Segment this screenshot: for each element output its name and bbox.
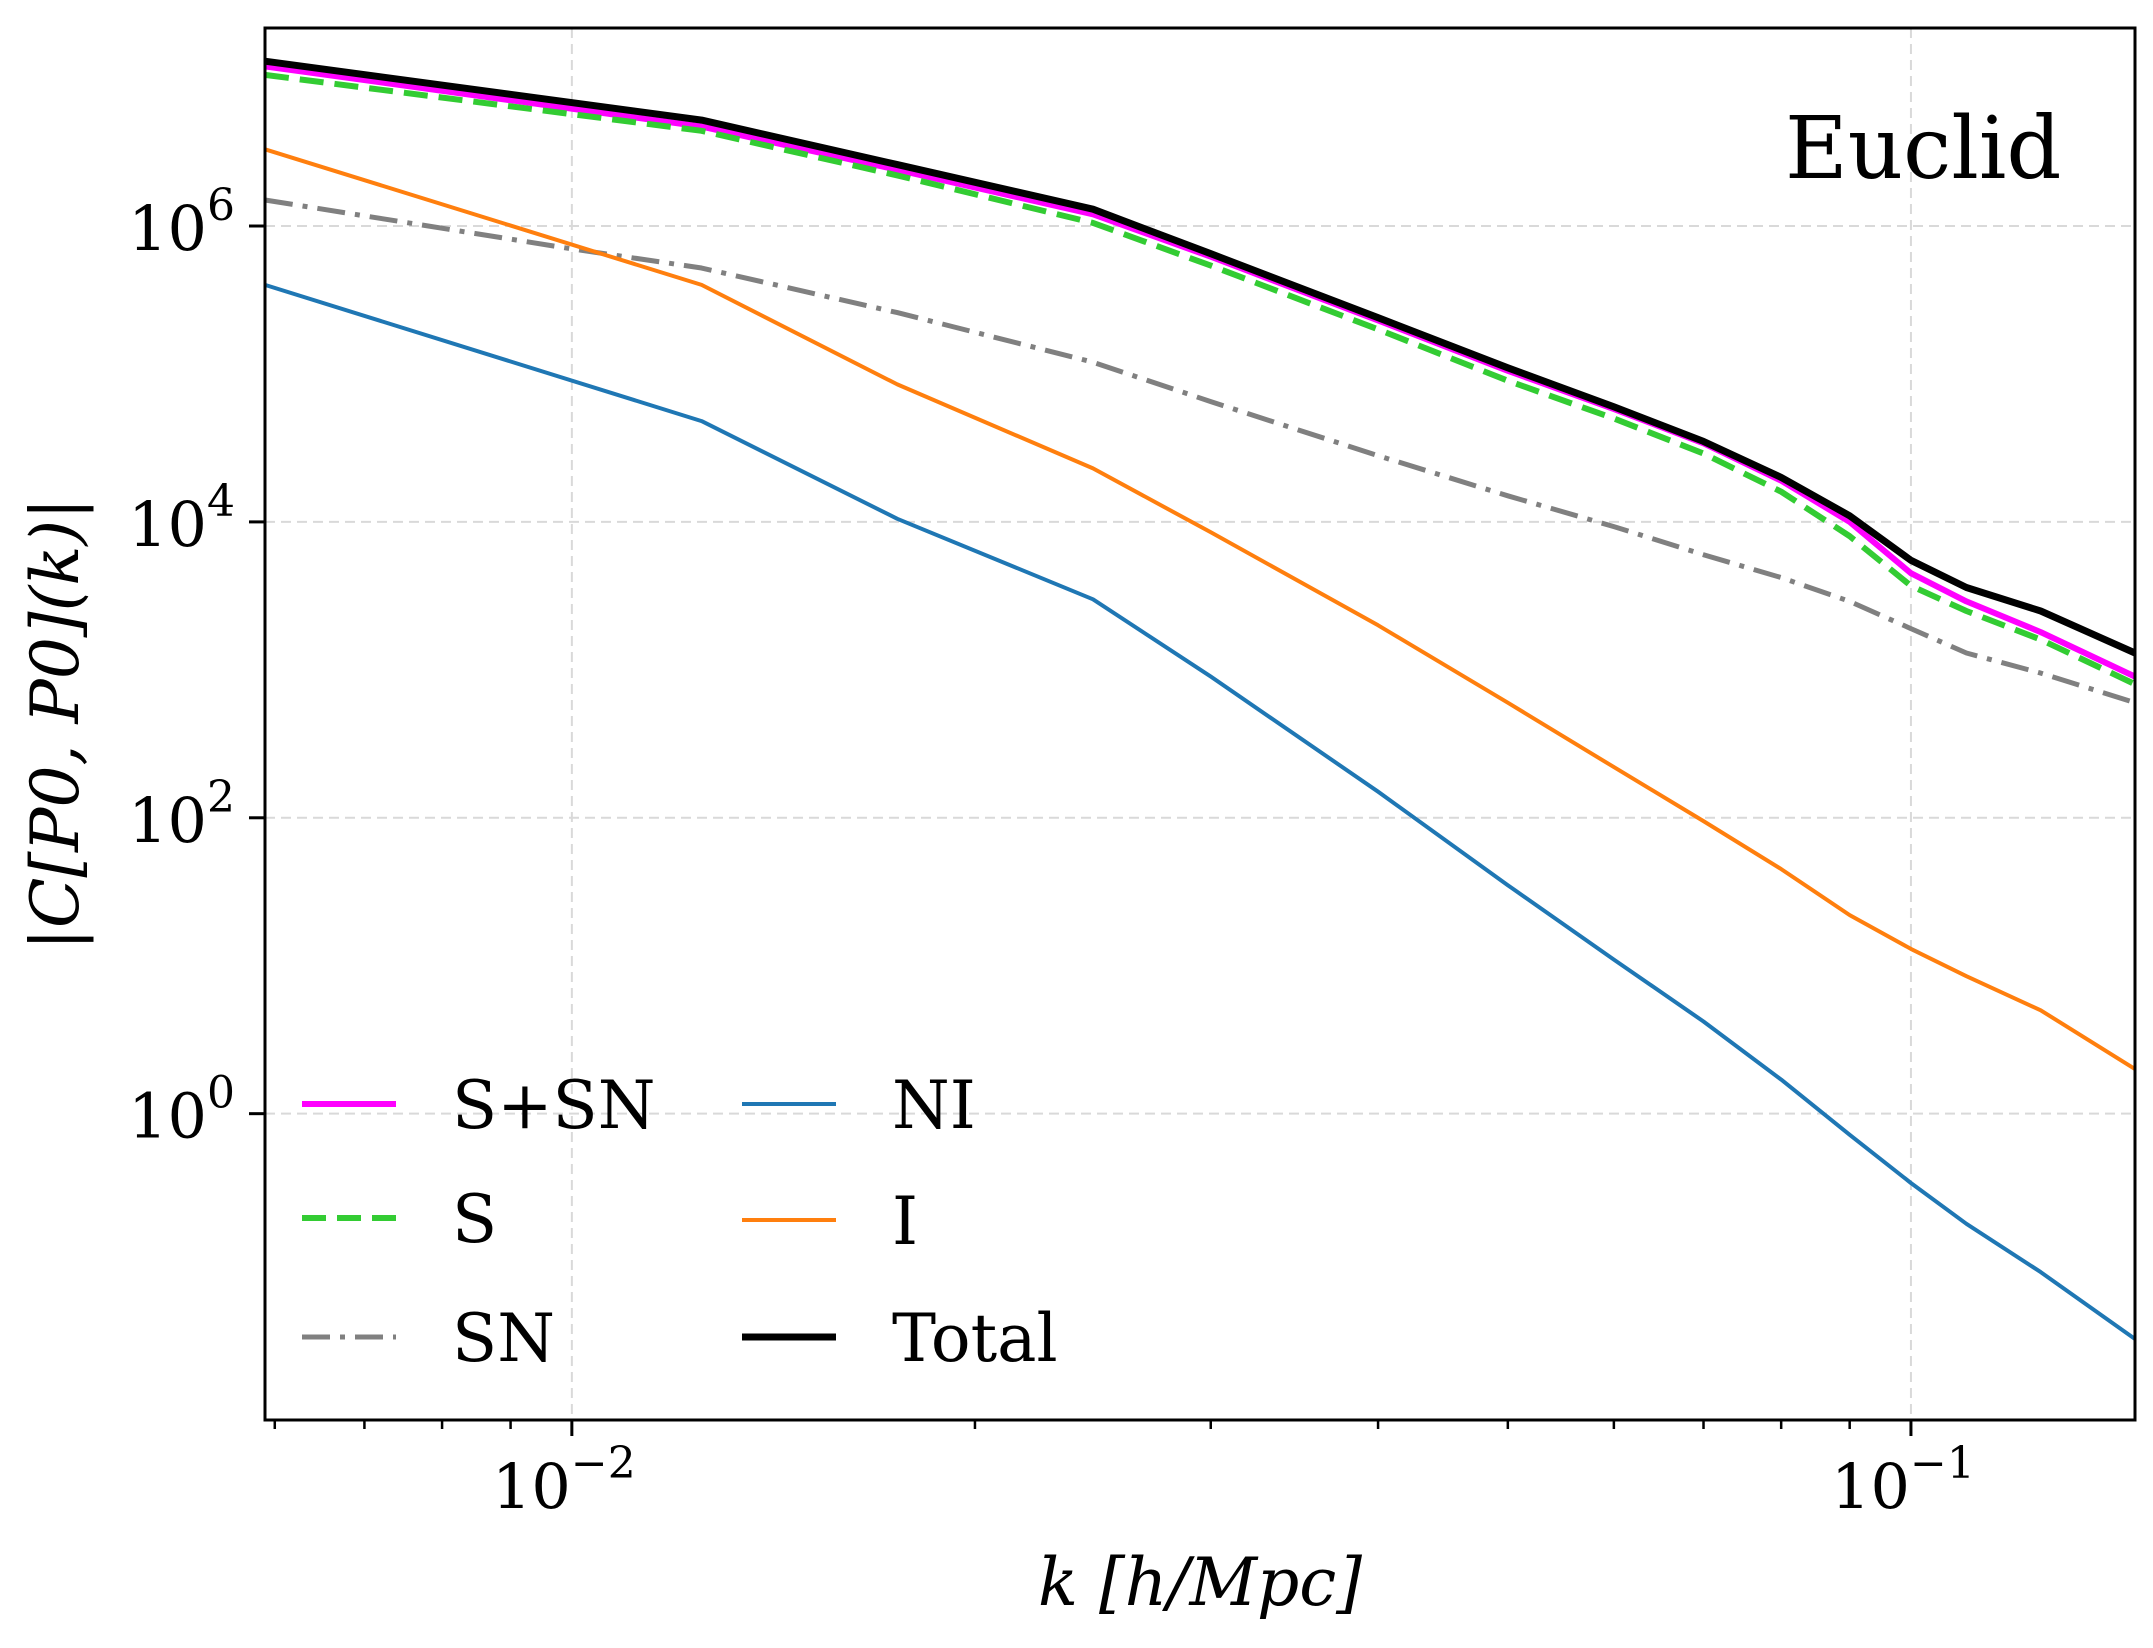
x-axis-title: k [h/Mpc] [1038,1544,1362,1621]
annotation-euclid: Euclid [1785,99,2061,199]
series-line-total [264,57,2137,657]
y-axis-title: |C[P0, P0](k)| [17,498,94,951]
series-layer [264,57,2137,1341]
legend-label-i: I [892,1183,918,1260]
series-line-i [264,147,2137,1071]
plot-frame [263,26,2137,1422]
series-line-sn [264,197,2136,706]
legend: S+SN S SN NI I Total [302,1067,1058,1377]
legend-label-sn: SN [452,1300,555,1377]
legend-label-ni: NI [892,1067,976,1144]
legend-label-total: Total [892,1300,1058,1377]
y-tick-label: 100 [128,1068,235,1153]
series-line-s [264,71,2137,687]
series-line-ni [264,282,2137,1341]
legend-label-s: S [452,1181,497,1258]
legend-label-s-sn: S+SN [452,1067,655,1144]
